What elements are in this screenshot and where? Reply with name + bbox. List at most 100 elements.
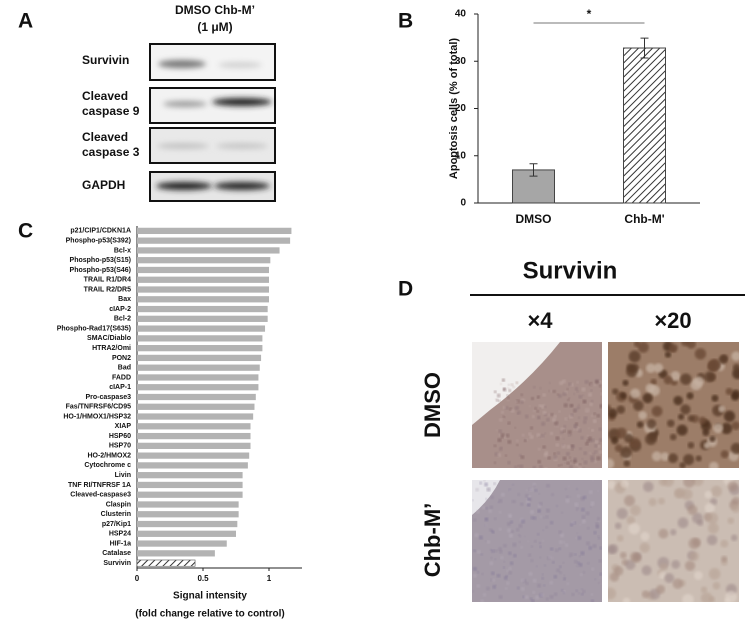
cell	[472, 590, 474, 593]
cell	[599, 577, 602, 579]
cell	[590, 383, 593, 386]
bar	[137, 354, 262, 362]
cell	[683, 480, 696, 488]
cell	[567, 430, 572, 435]
cell	[553, 592, 558, 596]
cell	[520, 519, 525, 524]
cell	[530, 516, 534, 520]
cell	[485, 497, 488, 500]
cell	[614, 522, 622, 530]
cell	[558, 530, 562, 534]
cell	[496, 393, 501, 398]
cell	[731, 503, 739, 513]
cell	[510, 383, 514, 387]
cell	[539, 464, 543, 468]
cell	[545, 597, 549, 601]
cell	[523, 535, 526, 538]
cell	[646, 419, 657, 429]
cell	[476, 570, 480, 574]
cell	[594, 444, 598, 448]
cell	[531, 599, 535, 602]
cell	[520, 546, 523, 549]
cell	[692, 537, 701, 547]
bar	[137, 520, 238, 528]
cell	[694, 571, 703, 580]
cell	[503, 560, 506, 563]
cell	[650, 378, 657, 385]
cell	[639, 542, 650, 553]
bar	[137, 501, 239, 508]
cell	[581, 592, 584, 596]
cell	[524, 595, 529, 600]
cell	[498, 434, 502, 437]
cell	[495, 429, 498, 432]
cell	[670, 371, 681, 382]
cell	[706, 534, 718, 546]
cell	[590, 501, 595, 506]
bar	[137, 413, 254, 420]
cell	[596, 456, 601, 461]
cell	[516, 528, 520, 532]
cell	[698, 416, 707, 425]
cell	[595, 522, 599, 527]
cell	[494, 558, 497, 561]
cell	[641, 565, 652, 576]
cell	[596, 414, 601, 418]
cell	[574, 553, 577, 556]
cell	[712, 581, 721, 590]
y-tick-label: Fas/TNFRSF6/CD95	[66, 404, 131, 411]
cell	[624, 495, 636, 507]
blot-label: Survivin	[82, 53, 129, 67]
cell	[527, 540, 530, 543]
cell	[516, 381, 519, 384]
y-tick-label: 20	[455, 103, 467, 114]
panel-label: C	[18, 220, 33, 243]
cell	[498, 429, 502, 433]
cell	[555, 443, 560, 447]
cell	[542, 539, 544, 542]
cell	[568, 397, 571, 399]
ihc-title: Survivin	[523, 257, 618, 284]
y-tick-label: Phospho-Rad17(S635)	[57, 325, 131, 332]
cell	[493, 517, 497, 521]
cell	[589, 402, 593, 406]
cell	[727, 481, 738, 492]
cell	[536, 532, 540, 536]
cell	[648, 498, 657, 507]
cell	[534, 407, 537, 410]
magnification: ×4	[527, 308, 553, 333]
cell	[594, 578, 596, 581]
cell	[507, 440, 512, 444]
cell	[597, 517, 601, 521]
cell	[581, 507, 585, 512]
cell	[525, 581, 529, 585]
cell	[578, 592, 581, 595]
cell	[472, 566, 477, 571]
cell	[577, 509, 580, 512]
cell	[543, 564, 546, 567]
cell	[730, 534, 738, 542]
cell	[581, 515, 586, 519]
y-tick-label: 30	[455, 56, 467, 67]
cell	[474, 533, 479, 538]
blot-label: caspase 9	[82, 104, 140, 118]
y-tick-label: cIAP-1	[109, 384, 131, 391]
cell	[629, 504, 641, 516]
cell	[569, 465, 573, 468]
cell	[588, 546, 593, 550]
x-tick-label: 0	[135, 574, 140, 583]
cell	[693, 376, 704, 387]
cell	[548, 390, 551, 392]
cell	[556, 568, 560, 573]
cell	[663, 375, 673, 385]
cell	[591, 567, 595, 571]
cell	[492, 585, 497, 589]
cell	[628, 350, 641, 363]
cell	[673, 488, 684, 499]
cell	[573, 424, 577, 428]
cell	[545, 515, 549, 519]
cell	[569, 496, 572, 498]
cell	[643, 481, 654, 492]
cell	[706, 512, 719, 525]
y-tick-label: FADD	[112, 374, 131, 381]
